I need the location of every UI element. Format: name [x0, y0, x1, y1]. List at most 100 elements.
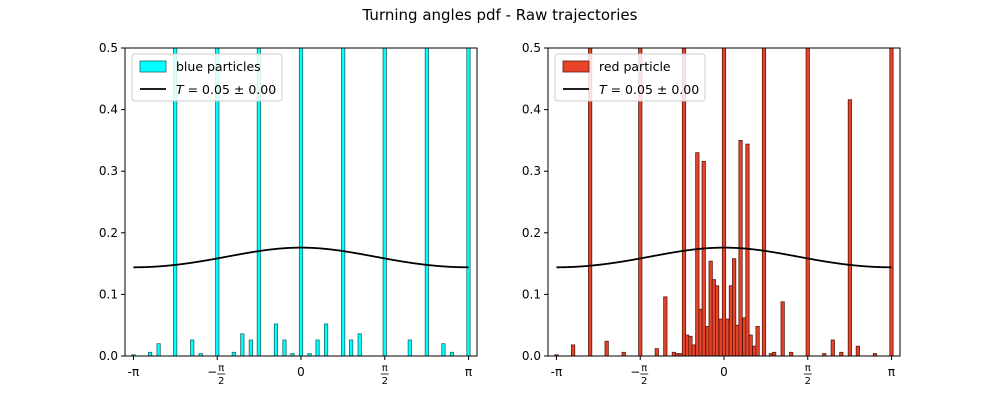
histogram-bar — [382, 48, 387, 356]
x-tick-label: − π 2 — [207, 363, 226, 387]
histogram-bar — [830, 339, 835, 356]
histogram-bar — [789, 351, 794, 356]
theory-curve — [556, 246, 892, 269]
legend: blue particles T = 0.05 ± 0.00 — [131, 53, 283, 102]
svg-text:π: π — [805, 363, 811, 374]
histogram-bar — [745, 143, 750, 356]
histogram-bar — [441, 343, 446, 356]
x-tick-label: π — [888, 365, 895, 379]
histogram-bar — [349, 339, 354, 356]
svg-text:2: 2 — [641, 376, 647, 387]
x-tick-label: π — [465, 365, 472, 379]
histogram-bar — [588, 48, 593, 356]
histogram-bar — [604, 340, 609, 356]
y-tick-label: 0.2 — [99, 226, 118, 240]
figure-title: Turning angles pdf - Raw trajectories — [362, 6, 638, 24]
histogram-bar — [131, 354, 136, 356]
histogram-bar — [805, 48, 810, 356]
histogram-bar — [772, 351, 777, 356]
legend-swatch — [139, 60, 167, 73]
histogram-bar — [407, 339, 412, 356]
y-tick-label: 0.3 — [99, 164, 118, 178]
histogram-bar — [240, 333, 245, 356]
histogram-bar — [173, 48, 178, 356]
bars — [131, 48, 471, 356]
histogram-bar — [198, 353, 203, 356]
histogram-bar — [663, 296, 668, 356]
histogram-bar — [147, 351, 153, 356]
svg-text:2: 2 — [218, 376, 224, 387]
x-tick-label: 0 — [297, 365, 305, 379]
legend-swatch — [562, 60, 590, 73]
svg-text:π: π — [382, 363, 388, 374]
histogram-bar — [290, 353, 295, 356]
y-tick-label: 0.5 — [522, 41, 541, 55]
histogram-bar — [341, 48, 346, 356]
histogram-bar — [748, 334, 753, 356]
x-tick-label: − π 2 — [630, 363, 649, 387]
y-tick-label: 0.1 — [99, 287, 118, 301]
x-tick-label: π2 — [380, 363, 389, 387]
histogram-bar — [695, 152, 700, 356]
y-tick-label: 0.1 — [522, 287, 541, 301]
histogram-bar — [315, 339, 320, 356]
histogram-bar — [554, 354, 559, 356]
y-tick-label: 0.0 — [522, 349, 541, 363]
histogram-bar — [215, 48, 220, 356]
y-tick-label: 0.2 — [522, 226, 541, 240]
histogram-bar — [638, 48, 643, 356]
histogram-bar — [755, 326, 760, 356]
x-tick-label: -π — [551, 365, 563, 379]
histogram-bar — [721, 48, 727, 356]
histogram-bar — [732, 258, 737, 356]
svg-text:−: − — [630, 365, 640, 379]
histogram-bar — [357, 333, 362, 356]
histogram-bar — [847, 99, 852, 356]
histogram-bar — [691, 344, 696, 356]
histogram-bar — [621, 351, 626, 356]
histogram-bar — [323, 323, 329, 356]
x-tick-label: -π — [128, 365, 140, 379]
histogram-bar — [424, 48, 429, 356]
histogram-bar — [725, 318, 730, 356]
svg-text:π: π — [218, 363, 224, 374]
histogram-bar — [872, 353, 878, 356]
svg-text:−: − — [207, 365, 217, 379]
histogram-bar — [780, 301, 785, 356]
svg-text:2: 2 — [382, 376, 388, 387]
histogram-bar — [256, 48, 261, 356]
histogram-bar — [761, 48, 767, 356]
histogram-bar — [654, 348, 659, 356]
y-tick-label: 0.4 — [99, 103, 118, 117]
histogram-bar — [855, 345, 860, 356]
histogram-bar — [839, 351, 844, 356]
legend-label: T = 0.05 ± 0.00 — [599, 82, 699, 97]
y-tick-label: 0.0 — [99, 349, 118, 363]
legend-label: red particle — [599, 59, 671, 74]
svg-text:π: π — [641, 363, 647, 374]
histogram-bar — [570, 344, 576, 356]
histogram-bar — [190, 339, 195, 356]
histogram-bar — [298, 48, 304, 356]
histogram-bar — [714, 285, 720, 356]
histogram-bar — [282, 339, 287, 356]
theory-curve — [133, 246, 469, 269]
histogram-bar — [273, 323, 279, 356]
histogram-bar — [307, 353, 312, 356]
x-tick-label: 0 — [720, 365, 728, 379]
y-tick-label: 0.4 — [522, 103, 541, 117]
legend-label: blue particles — [176, 59, 261, 74]
histogram-bar — [889, 48, 894, 356]
histogram-bar — [681, 48, 687, 356]
svg-text:2: 2 — [805, 376, 811, 387]
histogram-bar — [701, 160, 706, 356]
legend: red particle T = 0.05 ± 0.00 — [554, 53, 706, 102]
histogram-bar — [156, 343, 161, 356]
histogram-bar — [248, 339, 253, 356]
histogram-bar — [466, 48, 471, 356]
y-tick-label: 0.5 — [99, 41, 118, 55]
legend-label: T = 0.05 ± 0.00 — [176, 82, 276, 97]
